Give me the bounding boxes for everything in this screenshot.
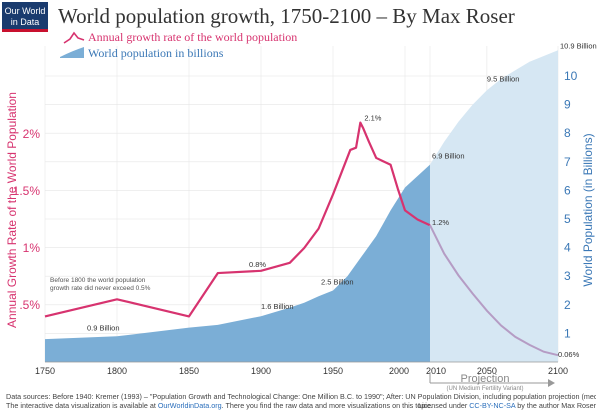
license-pre: Licensed under bbox=[418, 401, 470, 410]
projection-label: Projection bbox=[461, 373, 510, 385]
annotation-label: 0.8% bbox=[249, 260, 266, 269]
note-line-1: Before 1800 the world population bbox=[50, 277, 146, 284]
footer-availability-post: . There you find the raw data and more v… bbox=[221, 401, 433, 410]
x-tick-label: 1950 bbox=[323, 366, 343, 376]
right-tick-label: 10 bbox=[564, 69, 578, 83]
logo-line-1: Our World bbox=[4, 6, 46, 16]
x-tick-label: 2050 bbox=[477, 366, 497, 376]
annotation-label: 1.6 Billion bbox=[261, 302, 294, 311]
x-axis-ticks: 1750 1800 1850 1900 1950 2000 2010 2050 2100 bbox=[35, 366, 568, 376]
right-tick-label: 6 bbox=[564, 183, 571, 197]
annotation-label: 6.9 Billion bbox=[432, 152, 465, 161]
legend-population-label: World population in billions bbox=[88, 46, 224, 60]
right-tick-label: 8 bbox=[564, 126, 571, 140]
population-area bbox=[45, 164, 430, 362]
right-axis-ticks: 1 2 3 4 5 6 7 8 9 10 bbox=[564, 69, 578, 340]
x-tick-label: 1800 bbox=[107, 366, 127, 376]
chart-title: World population growth, 1750-2100 – By … bbox=[58, 4, 515, 28]
right-tick-label: 3 bbox=[564, 269, 571, 283]
right-tick-label: 5 bbox=[564, 212, 571, 226]
license-link[interactable]: CC-BY-NC-SA bbox=[469, 401, 516, 410]
footer-license: Licensed under CC-BY-NC-SA by the author… bbox=[418, 401, 596, 410]
annotation-label: 10.9 Billion bbox=[560, 41, 597, 50]
license-post: by the author Max Roser bbox=[515, 401, 596, 410]
owid-logo: Our World in Data bbox=[2, 2, 48, 32]
annotation-label: 1.2% bbox=[432, 218, 449, 227]
annotations: 2.1% 0.8% 1.2% 0.06% 0.9 Billion 1.6 Billion 2… bbox=[87, 41, 597, 359]
legend-growth bbox=[63, 31, 85, 44]
annotation-label: 0.06% bbox=[558, 350, 580, 359]
logo-line-2: in Data bbox=[10, 17, 40, 27]
legend-growth-icon bbox=[63, 31, 85, 44]
x-tick-label: 1850 bbox=[179, 366, 199, 376]
x-tick-label: 2000 bbox=[389, 366, 409, 376]
annotation-label: 2.1% bbox=[364, 114, 381, 123]
annotation-label: 0.9 Billion bbox=[87, 323, 120, 332]
footer-availability: The interactive data visualization is av… bbox=[6, 401, 596, 410]
footer-sources: Data sources: Before 1940: Kremer (1993)… bbox=[6, 392, 596, 401]
legend-population-icon bbox=[60, 47, 84, 58]
growth-rate-projection-line bbox=[429, 224, 559, 357]
footer: Data sources: Before 1940: Kremer (1993)… bbox=[6, 392, 596, 410]
x-tick-label: 1900 bbox=[251, 366, 271, 376]
owid-link[interactable]: OurWorldinData.org bbox=[157, 401, 222, 410]
left-tick-label: 1.5% bbox=[13, 184, 41, 198]
right-tick-label: 1 bbox=[564, 326, 571, 340]
population-projection-area bbox=[430, 50, 558, 362]
right-tick-label: 4 bbox=[564, 241, 571, 255]
left-tick-label: .5% bbox=[19, 298, 40, 312]
growth-rate-line bbox=[44, 121, 431, 318]
annotation-label: 2.5 Billion bbox=[321, 278, 354, 287]
legend-growth-label: Annual growth rate of the world populati… bbox=[88, 30, 298, 44]
x-tick-label: 2010 bbox=[426, 366, 446, 376]
left-tick-label: 1% bbox=[23, 241, 41, 255]
x-tick-label: 2100 bbox=[548, 366, 568, 376]
legend-population bbox=[60, 47, 84, 58]
note-line-2: growth rate did never exceed 0.5% bbox=[50, 285, 151, 292]
right-tick-label: 7 bbox=[564, 155, 571, 169]
left-axis-label: Annual Growth Rate of the World Populati… bbox=[5, 92, 19, 328]
left-axis-ticks: .5% 1% 1.5% 2% bbox=[13, 127, 41, 312]
annotation-label: 9.5 Billion bbox=[487, 74, 520, 83]
right-tick-label: 9 bbox=[564, 98, 571, 112]
footer-availability-pre: The interactive data visualization is av… bbox=[6, 401, 158, 410]
projection-arrow-head bbox=[548, 379, 555, 387]
right-tick-label: 2 bbox=[564, 298, 571, 312]
left-tick-label: 2% bbox=[23, 127, 41, 141]
projection-note: (UN Medium Fertility Variant) bbox=[447, 386, 524, 392]
x-tick-label: 1750 bbox=[35, 366, 55, 376]
right-axis-label: World Population (in Billions) bbox=[581, 133, 595, 286]
